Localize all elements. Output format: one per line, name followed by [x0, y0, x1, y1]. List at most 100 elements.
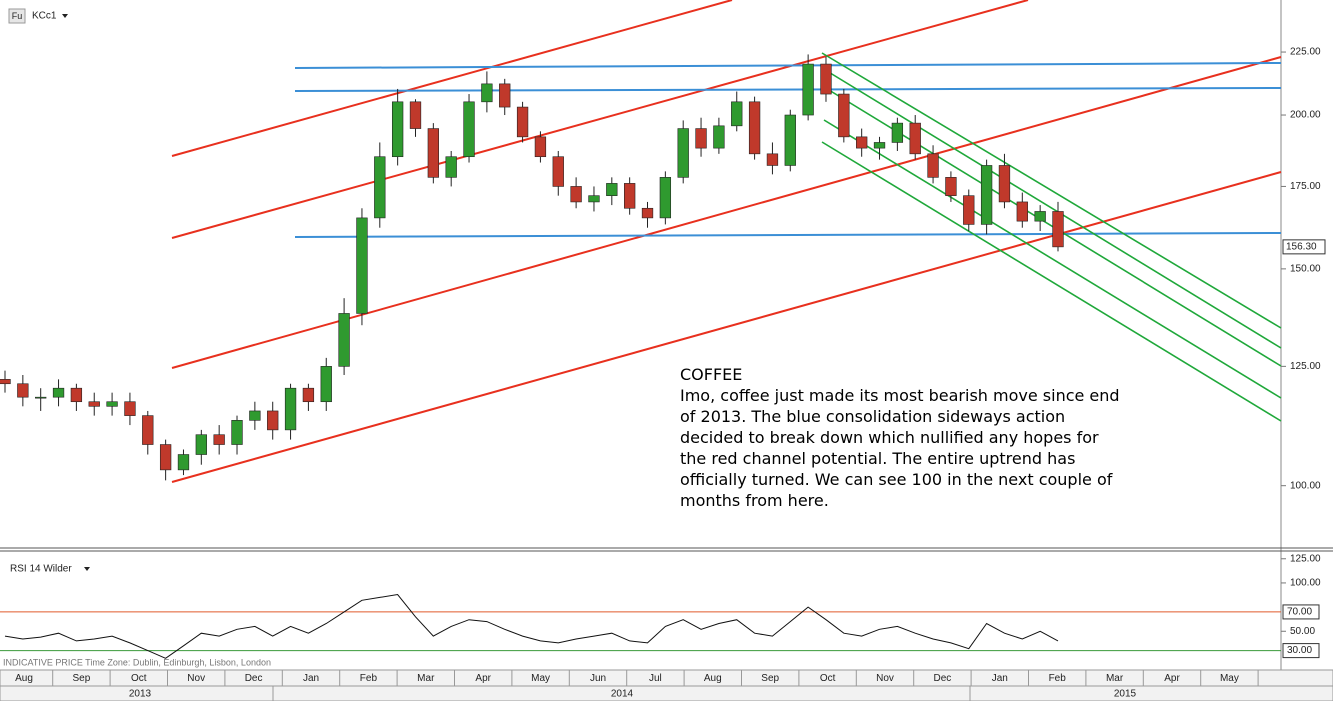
candle-body: [552, 156, 564, 187]
x-tick-label: Aug: [704, 673, 722, 684]
candle-body: [445, 156, 457, 178]
candle-body: [409, 101, 422, 129]
trend-line: [294, 232, 1282, 238]
annotation-line: of 2013. The blue consolidation sideways…: [680, 407, 1065, 426]
candle-body: [142, 415, 154, 445]
trend-line: [294, 62, 1282, 69]
trend-line: [171, 0, 733, 157]
year-label: 2014: [611, 689, 634, 700]
candle-body: [659, 177, 672, 219]
candle-body: [784, 114, 796, 166]
candle-body: [588, 195, 600, 203]
candle-body: [249, 410, 261, 421]
last-price-box: [1282, 239, 1326, 255]
candle-body: [231, 420, 243, 445]
x-tick-label: Feb: [1049, 673, 1067, 684]
x-tick-label: May: [531, 673, 550, 684]
dropdown-arrow[interactable]: [84, 567, 90, 571]
candle-body: [463, 101, 475, 158]
x-tick-label: Jan: [303, 673, 319, 684]
annotation-line: decided to break down which nullified an…: [680, 428, 1099, 447]
candle-body: [945, 177, 957, 196]
red-channel: [171, 0, 1282, 483]
candle-body: [374, 156, 386, 219]
candle-body: [356, 217, 368, 314]
candle-body: [124, 401, 136, 416]
x-tick-label: Aug: [15, 673, 33, 684]
candle-body: [302, 387, 315, 403]
symbol-icon[interactable]: [8, 8, 26, 24]
candle-body: [624, 183, 636, 209]
candle-body: [838, 93, 850, 138]
candle-body: [284, 387, 297, 431]
annotation-line: officially turned. We can see 100 in the…: [680, 470, 1113, 489]
footer-note: INDICATIVE PRICE Time Zone: Dublin, Edin…: [3, 657, 271, 667]
x-tick-label: Apr: [1164, 673, 1180, 684]
candle-body: [17, 383, 29, 398]
candle-body: [52, 387, 65, 398]
candle-body: [677, 128, 689, 178]
x-tick-label: Dec: [934, 673, 952, 684]
candle-body: [106, 401, 118, 407]
x-tick-label: Dec: [245, 673, 263, 684]
annotation-line: the red channel potential. The entire up…: [680, 449, 1075, 468]
candle-body: [891, 122, 904, 143]
candle-body: [980, 165, 993, 225]
trend-line: [171, 171, 1282, 483]
candle-body: [534, 136, 547, 158]
candle-body: [802, 63, 814, 116]
x-tick-label: Sep: [73, 673, 91, 684]
candle-body: [606, 183, 618, 196]
y-tick-label: 175.00: [1290, 181, 1321, 192]
x-tick-label: Mar: [1106, 673, 1124, 684]
candle-body: [766, 153, 779, 166]
dropdown-arrow[interactable]: [62, 14, 68, 18]
candle-body: [0, 379, 11, 385]
y-tick-label: 150.00: [1290, 264, 1321, 275]
y-tick-label: 125.00: [1290, 361, 1321, 372]
symbol-icon-text: Fu: [12, 11, 23, 21]
candle-body: [320, 366, 332, 403]
last-price-label: 156.30: [1286, 242, 1317, 253]
candle-body: [499, 83, 511, 108]
y-tick-label: 225.00: [1290, 47, 1321, 58]
trend-line: [821, 52, 1282, 329]
y-tick-label: 125.00: [1290, 553, 1321, 564]
x-tick-label: Feb: [360, 673, 378, 684]
x-tick-label: Jan: [992, 673, 1008, 684]
candle-body: [695, 128, 707, 149]
candle-body: [159, 444, 172, 471]
x-tick-label: May: [1220, 673, 1239, 684]
x-tick-label: Mar: [417, 673, 435, 684]
candle-body: [1052, 211, 1064, 248]
candle-body: [338, 313, 350, 367]
year-label: 2015: [1114, 689, 1137, 700]
candle-body: [856, 136, 868, 149]
x-tick-label: Nov: [187, 673, 205, 684]
level-box: [1282, 643, 1320, 659]
green-channel: [821, 52, 1282, 422]
candle-body: [998, 165, 1011, 203]
indicator-title[interactable]: RSI 14 Wilder: [10, 564, 72, 575]
level-label: 70.00: [1287, 607, 1312, 618]
annotation-line: months from here.: [680, 491, 829, 510]
candle-body: [1016, 201, 1028, 222]
rsi-line: [4, 593, 1059, 659]
x-tick-label: Sep: [761, 673, 779, 684]
blue-range: [294, 62, 1282, 238]
y-tick-label: 200.00: [1290, 110, 1321, 121]
candle-body: [195, 434, 207, 455]
symbol[interactable]: KCc1: [32, 11, 57, 22]
candle-body: [1034, 211, 1046, 222]
annotation-line: Imo, coffee just made its most bearish m…: [680, 386, 1120, 405]
trend-line: [823, 119, 1282, 399]
candle-body: [88, 401, 100, 407]
x-tick-label: Apr: [475, 673, 491, 684]
trend-line: [171, 56, 1282, 369]
candle-body: [177, 454, 190, 471]
y-tick-label: 100.00: [1290, 578, 1321, 589]
annotation: Imo, coffee just made its most bearish m…: [680, 386, 1120, 510]
y-tick-label: 100.00: [1290, 480, 1321, 491]
year-label: 2013: [129, 689, 152, 700]
